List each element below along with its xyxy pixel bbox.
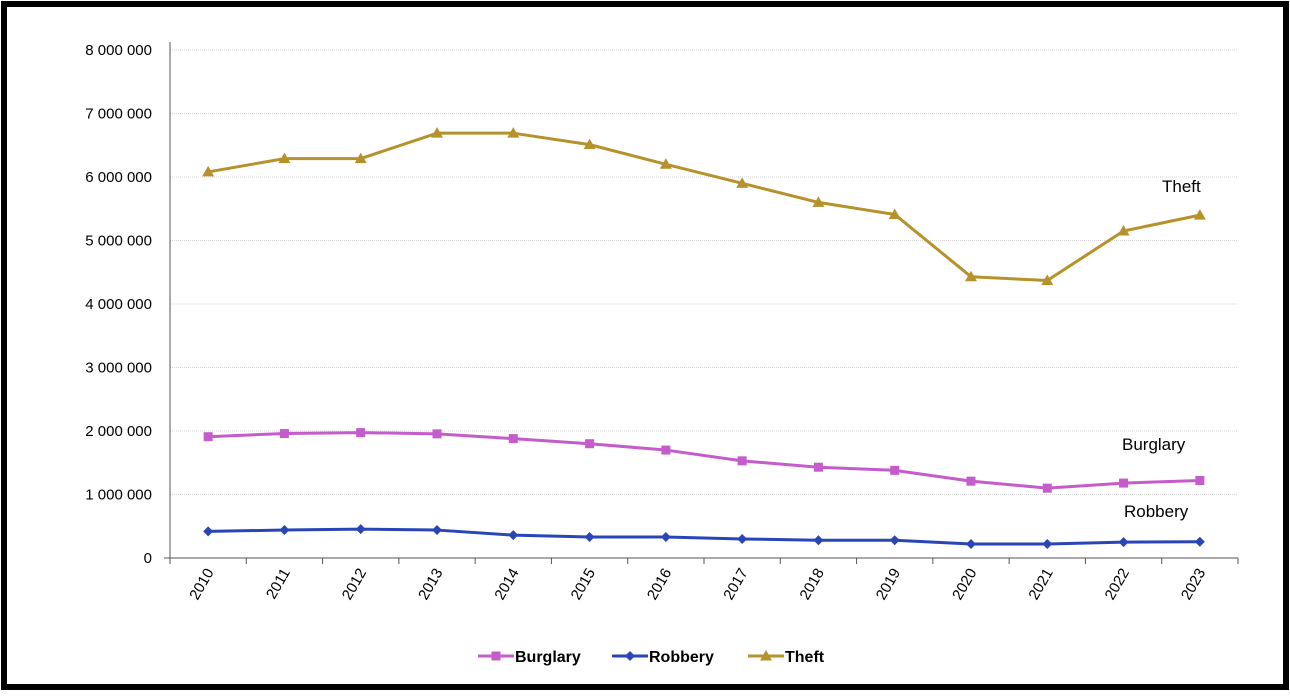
legend-marker-robbery	[625, 651, 635, 661]
data-point-theft	[1193, 209, 1206, 220]
data-point-burglary	[508, 434, 518, 444]
data-point-robbery	[203, 526, 214, 537]
series-line-robbery	[208, 527, 1200, 546]
data-point-theft	[354, 152, 367, 164]
data-point-burglary	[966, 476, 976, 486]
data-point-robbery	[889, 535, 900, 546]
data-point-burglary	[813, 462, 823, 472]
data-point-robbery	[1042, 539, 1053, 550]
series-label-burglary: Burglary	[1122, 435, 1186, 454]
y-tick-label: 1 000 000	[85, 487, 152, 504]
series-label-theft: Theft	[1162, 177, 1201, 196]
y-tick-label: 8 000 000	[85, 42, 152, 59]
data-point-robbery	[813, 535, 824, 546]
data-point-theft	[659, 158, 672, 169]
data-point-theft	[965, 270, 977, 282]
data-point-robbery	[508, 530, 519, 541]
legend-label-robbery: Robbery	[649, 649, 714, 666]
data-point-burglary	[737, 456, 747, 466]
data-point-theft	[1117, 224, 1130, 236]
data-point-robbery	[966, 539, 976, 550]
legend-label-burglary: Burglary	[515, 649, 581, 666]
series-markers	[202, 127, 1206, 550]
data-point-burglary	[1042, 483, 1052, 493]
series-labels: Burglary Robbery Theft	[1122, 177, 1201, 521]
series-line-theft	[207, 131, 1201, 283]
data-point-robbery	[584, 532, 595, 543]
series-lines	[207, 131, 1201, 546]
data-point-theft	[1041, 274, 1054, 286]
legend-marker-burglary	[491, 651, 501, 661]
series-line-burglary	[208, 431, 1200, 490]
y-tick-label: 3 000 000	[85, 360, 152, 377]
data-point-burglary	[1119, 478, 1129, 488]
legend-marker-theft	[760, 650, 772, 661]
data-point-theft	[507, 127, 520, 138]
data-point-burglary	[890, 465, 900, 475]
data-point-theft	[278, 152, 291, 164]
data-point-theft	[202, 165, 215, 177]
data-point-burglary	[279, 429, 289, 439]
series-label-robbery: Robbery	[1124, 502, 1189, 521]
y-tick-label: 5 000 000	[85, 233, 152, 250]
data-point-robbery	[1118, 537, 1129, 548]
data-point-burglary	[585, 439, 595, 449]
axes: 0 1 000 000 2 000 000 3 000 000 4 000 000 5 0…	[85, 42, 1239, 603]
data-point-robbery	[737, 533, 748, 544]
data-point-robbery	[660, 532, 671, 543]
legend-label-theft: Theft	[785, 649, 825, 666]
data-point-robbery	[279, 525, 290, 536]
data-point-burglary	[203, 432, 213, 442]
data-point-theft	[736, 177, 749, 188]
data-point-theft	[583, 138, 596, 150]
y-tick-label: 4 000 000	[85, 296, 152, 313]
data-point-robbery	[1194, 536, 1205, 547]
y-tick-label: 0	[144, 550, 152, 567]
data-point-robbery	[432, 525, 442, 536]
data-point-theft	[431, 127, 443, 138]
y-tick-label: 2 000 000	[85, 423, 152, 440]
y-tick-label: 7 000 000	[85, 106, 152, 123]
data-point-burglary	[432, 429, 442, 439]
legend: Burglary Robbery Theft	[478, 649, 825, 666]
data-point-robbery	[355, 524, 366, 535]
data-point-burglary	[1195, 476, 1205, 486]
data-point-burglary	[661, 445, 671, 455]
data-point-burglary	[356, 428, 366, 438]
gridlines	[170, 49, 1238, 495]
y-tick-label: 6 000 000	[85, 169, 152, 186]
data-point-theft	[812, 196, 825, 207]
data-point-theft	[888, 208, 901, 219]
